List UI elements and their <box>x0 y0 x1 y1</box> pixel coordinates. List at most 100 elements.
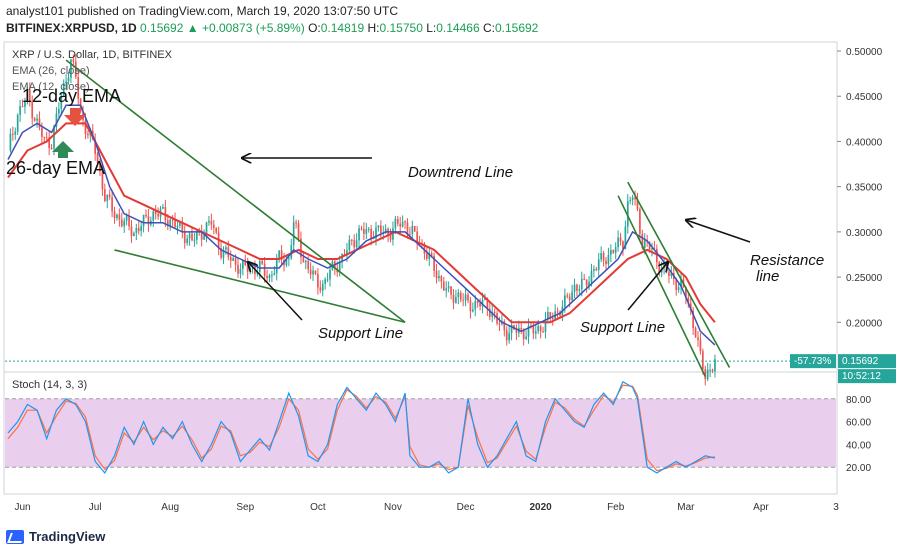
candle-body <box>455 296 457 303</box>
price-chart[interactable]: 0.50000 0.45000 0.40000 0.35000 0.30000 0.250… <box>0 40 900 526</box>
candle-body <box>409 233 411 235</box>
candle-body <box>425 253 428 259</box>
candle-body <box>377 225 380 228</box>
candle-body <box>164 207 167 221</box>
candle-body <box>62 82 65 96</box>
candle-body <box>326 279 329 281</box>
tradingview-logo[interactable]: TradingView <box>6 529 105 544</box>
annotation-resistance: Resistance <box>750 252 824 269</box>
candle-body <box>220 247 222 258</box>
candle-body <box>210 220 213 225</box>
candle-body <box>580 278 583 290</box>
candle-body <box>45 137 48 139</box>
candle-body <box>605 260 607 265</box>
candle-body <box>677 287 680 290</box>
price-tick-label: 0.35000 <box>846 183 883 194</box>
candle-body <box>651 248 653 250</box>
candle-body <box>53 126 55 149</box>
candle-body <box>578 289 581 291</box>
stoch-k-line <box>7 380 716 474</box>
candle-body <box>137 228 140 232</box>
candle-body <box>375 227 377 239</box>
trendlines <box>65 59 731 377</box>
candle-body <box>72 59 75 62</box>
candle-body <box>653 248 656 250</box>
candle-body <box>614 247 617 253</box>
annotation-downtrend: Downtrend Line <box>408 164 513 181</box>
candle-body <box>57 108 60 114</box>
candle-body <box>246 265 249 272</box>
stoch-tick-label: 80.00 <box>846 395 871 406</box>
candle-body <box>103 189 106 202</box>
stoch-axis[interactable]: 80.00 60.00 40.00 20.00 <box>846 395 871 474</box>
price-axis[interactable]: 0.50000 0.45000 0.40000 0.35000 0.30000 0.250… <box>837 47 883 329</box>
trendline-channel-upper <box>627 181 731 368</box>
candle-body <box>355 240 358 248</box>
time-axis[interactable]: Jun Jul Aug Sep Oct Nov Dec 2020 Feb Mar Apr 3 <box>14 502 839 513</box>
candle-body <box>503 321 506 331</box>
candle-body <box>704 369 707 380</box>
candle-body <box>297 223 300 239</box>
time-tick-label: Feb <box>607 502 625 513</box>
candle-body <box>641 233 644 248</box>
candle-body <box>234 258 237 265</box>
trendline-support <box>114 249 406 324</box>
candle-body <box>532 326 535 334</box>
stoch-d-line <box>7 384 715 472</box>
candle-body <box>670 272 673 277</box>
candle-body <box>263 263 266 276</box>
candle-body <box>174 219 176 228</box>
candle-body <box>440 276 443 282</box>
candle-body <box>600 252 603 260</box>
candle-body <box>271 274 273 276</box>
time-tick-label: Dec <box>457 502 475 513</box>
candle-body <box>430 253 433 256</box>
legend-title: XRP / U.S. Dollar, 1D, BITFINEX <box>12 49 173 61</box>
candle-body <box>343 253 346 255</box>
candle-body <box>266 275 268 279</box>
candle-body <box>111 197 113 212</box>
candle-body <box>154 211 157 215</box>
candle-body <box>171 219 174 221</box>
candle-body <box>389 234 392 240</box>
support-arrow-2 <box>627 262 668 311</box>
candle-body <box>203 235 205 240</box>
ema12-pointer-icon <box>64 108 86 126</box>
candle-body <box>135 228 138 234</box>
candle-body <box>367 228 370 230</box>
candle-body <box>273 273 276 275</box>
candle-body <box>312 270 314 275</box>
price-tick-label: 0.40000 <box>846 137 883 148</box>
candle-body <box>481 299 484 307</box>
candle-body <box>491 311 494 317</box>
price-tick-label: 0.45000 <box>846 92 883 103</box>
candle-body <box>101 171 104 190</box>
ohlc-low: 0.14466 <box>436 21 480 35</box>
ohlc-high: 0.15750 <box>379 21 423 35</box>
candle-body <box>106 194 109 202</box>
candle-body <box>406 222 409 234</box>
candle-body <box>193 239 196 241</box>
candle-body <box>697 337 699 340</box>
candle-body <box>706 369 709 380</box>
candle-body <box>19 106 21 115</box>
candle-body <box>527 325 530 337</box>
candle-body <box>469 300 472 312</box>
candle-body <box>534 331 537 334</box>
candle-body <box>232 258 235 261</box>
candle-body <box>317 273 319 288</box>
candle-body <box>108 194 111 198</box>
candle-body <box>576 284 578 291</box>
annotation-support-2: Support Line <box>580 319 665 336</box>
ohlc-open: 0.14819 <box>320 21 365 35</box>
candle-body <box>522 329 525 339</box>
candle-body <box>563 295 566 307</box>
candle-body <box>50 147 53 149</box>
candle-body <box>212 224 215 229</box>
candle-body <box>542 331 544 333</box>
candle-body <box>607 254 610 265</box>
candle-body <box>99 162 101 172</box>
candle-body <box>36 118 38 121</box>
candle-body <box>505 330 508 341</box>
time-tick-label: Mar <box>677 502 695 513</box>
